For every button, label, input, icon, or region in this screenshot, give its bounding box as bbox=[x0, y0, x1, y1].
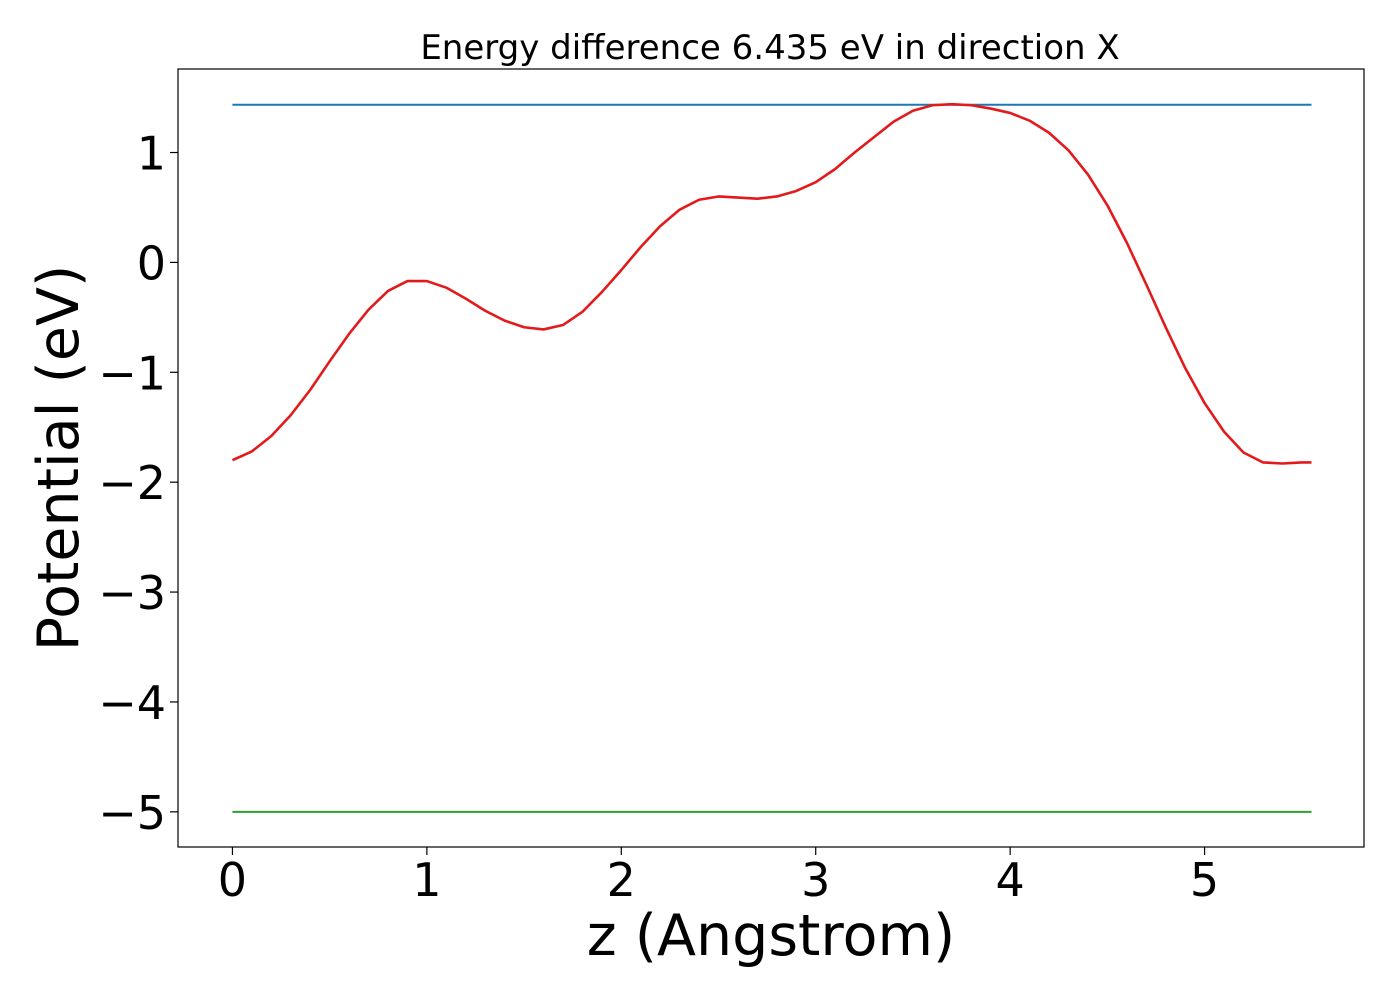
chart-title: Energy difference 6.435 eV in direction … bbox=[420, 28, 1119, 68]
y-tick-label: −4 bbox=[98, 676, 166, 730]
x-axis-label: z (Angstrom) bbox=[587, 903, 955, 969]
x-tick-label: 2 bbox=[607, 853, 636, 907]
axes-frame bbox=[177, 68, 1365, 848]
y-axis-ticks: 1 0 −1 −2 −3 −4 −5 bbox=[98, 127, 178, 840]
x-axis-ticks: 0 1 2 3 4 5 bbox=[218, 847, 1219, 907]
series-layer bbox=[231, 102, 1312, 813]
plot-area bbox=[177, 68, 1365, 848]
y-tick-label: −1 bbox=[98, 346, 166, 400]
y-tick-label: −3 bbox=[98, 566, 166, 620]
y-tick-label: −5 bbox=[98, 786, 166, 840]
y-tick-label: 0 bbox=[137, 236, 166, 290]
y-tick-label: 1 bbox=[137, 127, 166, 181]
x-tick-label: 3 bbox=[801, 853, 830, 907]
x-tick-label: 1 bbox=[412, 853, 441, 907]
y-axis-label: Potential (eV) bbox=[26, 265, 92, 651]
series-line-2 bbox=[231, 102, 1312, 465]
x-tick-label: 0 bbox=[218, 853, 247, 907]
x-tick-label: 5 bbox=[1190, 853, 1219, 907]
x-tick-label: 4 bbox=[996, 853, 1025, 907]
y-tick-label: −2 bbox=[98, 456, 166, 510]
